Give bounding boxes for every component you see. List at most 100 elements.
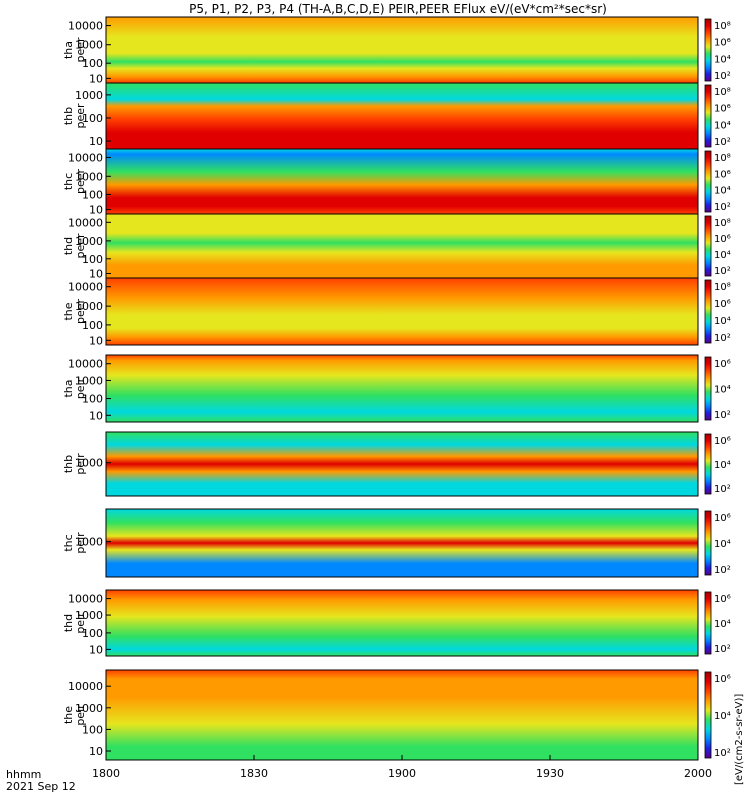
panel-ylabel: tha — [62, 379, 75, 397]
y-tick-label: 1000 — [75, 457, 103, 470]
colorbar-tick-label: 10⁸ — [714, 87, 731, 98]
x-axis: 1800 1830 1900 1930 2000 — [92, 755, 712, 780]
colorbar-tick-label: 10⁶ — [714, 436, 731, 447]
y-tick-label: 10000 — [68, 358, 103, 371]
colorbar-tick-label: 10² — [714, 565, 731, 576]
y-tick-label: 100 — [82, 723, 103, 736]
panel-frame — [105, 431, 699, 497]
y-tick-label: 1000 — [75, 374, 103, 387]
y-tick-label: 10 — [89, 409, 103, 422]
y-tick-label: 1000 — [75, 536, 103, 549]
colorbar-label-column: [eV/(cm2-s-sr-eV)] — [734, 694, 745, 785]
spectrogram-the-peer — [106, 278, 698, 345]
x-tick-label: 2000 — [684, 767, 712, 780]
y-tick-label: 1000 — [75, 170, 103, 183]
colorbar-tick-label: 10⁸ — [714, 282, 731, 293]
y-tick-label: 10000 — [68, 20, 103, 33]
colorbar-thb-peir — [704, 433, 712, 495]
colorbar-tha-peer — [704, 18, 712, 82]
panel-ylabel: the — [62, 302, 75, 320]
colorbar-tick-label: 10² — [714, 484, 731, 495]
panel-tha-peer: 10000 1000 100 10 tha peer 10⁸ 10⁶ 10⁴ 10² — [62, 16, 731, 85]
y-tick-label: 10 — [89, 268, 103, 281]
spectrogram-thb-peer — [106, 83, 698, 149]
panel-ylabel: thd — [62, 237, 75, 255]
panel-thd-peir: 10000 1000 100 10 thd peir 10⁶ 10⁴ 10² — [62, 589, 731, 657]
colorbar-tick-label: 10² — [714, 137, 731, 148]
colorbar-the-peer — [704, 279, 712, 344]
panel-ylabel-2: peer — [74, 169, 87, 195]
y-tick-label: 10000 — [68, 281, 103, 294]
panel-thd-peer: 10000 1000 100 10 thd peer 10⁸ 10⁶ 10⁴ 10² — [62, 213, 731, 281]
spectrogram-thd-peer — [106, 214, 698, 278]
spectrogram-tha-peir — [106, 355, 698, 422]
colorbar-the-peir — [704, 671, 712, 759]
panel-tha-peir: 10000 1000 100 10 tha peir 10⁶ 10⁴ 10² — [62, 354, 731, 423]
y-tick-label: 1000 — [75, 609, 103, 622]
y-tick-label: 100 — [82, 627, 103, 640]
panel-thb-peer: 1000 100 10 thb peer 10⁸ 10⁶ 10⁴ 10² — [62, 82, 731, 150]
y-tick-label: 10000 — [68, 680, 103, 693]
y-tick-label: 1000 — [75, 89, 103, 102]
chart-title: P5, P1, P2, P3, P4 (TH-A,B,C,D,E) PEIR,P… — [189, 2, 607, 16]
colorbar-tick-label: 10⁶ — [714, 169, 731, 180]
colorbar-tick-label: 10⁸ — [714, 218, 731, 229]
colorbar-tick-label: 10⁴ — [714, 539, 731, 550]
spectrogram-thd-peir — [106, 590, 698, 656]
panel-ylabel: thb — [62, 107, 75, 125]
panel-ylabel-2: peir — [74, 612, 87, 634]
colorbar-thd-peer — [704, 215, 712, 277]
x-tick-label: 1800 — [92, 767, 120, 780]
colorbar-thd-peir — [704, 591, 712, 655]
panel-ylabel-2: peir — [74, 453, 87, 475]
y-tick-label: 100 — [82, 393, 103, 406]
colorbar-thc-peer — [704, 150, 712, 213]
colorbar-tick-label: 10⁴ — [714, 460, 731, 471]
spectrogram-tha-peer — [106, 17, 698, 83]
colorbar-tick-label: 10⁶ — [714, 234, 731, 245]
y-tick-label: 10 — [89, 203, 103, 216]
y-tick-label: 10 — [89, 72, 103, 85]
y-tick-label: 10000 — [68, 216, 103, 229]
y-tick-label: 100 — [82, 112, 103, 125]
panel-ylabel: thb — [62, 455, 75, 473]
colorbar-tick-label: 10⁶ — [714, 299, 731, 310]
colorbar-units-label: [eV/(cm2-s-sr-eV)] — [734, 694, 745, 785]
panel-the-peer: 10000 1000 100 10 the peer 10⁸ 10⁶ 10⁴ 10² — [62, 277, 731, 347]
y-tick-label: 10000 — [68, 593, 103, 606]
colorbar-tick-label: 10⁶ — [714, 38, 731, 49]
colorbar-tick-label: 10⁶ — [714, 513, 731, 524]
panel-ylabel: tha — [62, 41, 75, 59]
y-tick-label: 1000 — [75, 702, 103, 715]
panel-ylabel-2: peir — [74, 377, 87, 399]
colorbar-tick-label: 10⁴ — [714, 385, 731, 396]
spectrogram-thb-peir — [106, 432, 698, 496]
spectrogram-thc-peer — [106, 149, 698, 214]
colorbar-thb-peer — [704, 84, 712, 148]
colorbar-tick-label: 10⁴ — [714, 120, 731, 131]
panel-ylabel-2: peer — [74, 103, 87, 129]
colorbar-tick-label: 10⁶ — [714, 359, 731, 370]
panel-frame — [105, 589, 699, 657]
y-tick-label: 100 — [82, 189, 103, 202]
colorbar-tick-label: 10⁴ — [714, 54, 731, 65]
x-tick-label: 1900 — [388, 767, 416, 780]
y-tick-label: 10 — [89, 334, 103, 347]
colorbar-thc-peir — [704, 510, 712, 576]
y-tick-label: 10000 — [68, 151, 103, 164]
panel-ylabel-2: peer — [74, 299, 87, 325]
y-tick-label: 10 — [89, 135, 103, 148]
colorbar-tick-label: 10² — [714, 266, 731, 277]
panel-ylabel-2: peir — [74, 532, 87, 554]
colorbar-tick-label: 10⁶ — [714, 674, 731, 685]
colorbar-tick-label: 10⁴ — [714, 619, 731, 630]
colorbar-tick-label: 10⁶ — [714, 594, 731, 605]
colorbar-tick-label: 10² — [714, 202, 731, 213]
y-tick-label: 1000 — [75, 39, 103, 52]
spectrogram-thc-peir — [106, 509, 698, 577]
panel-frame — [105, 508, 699, 578]
